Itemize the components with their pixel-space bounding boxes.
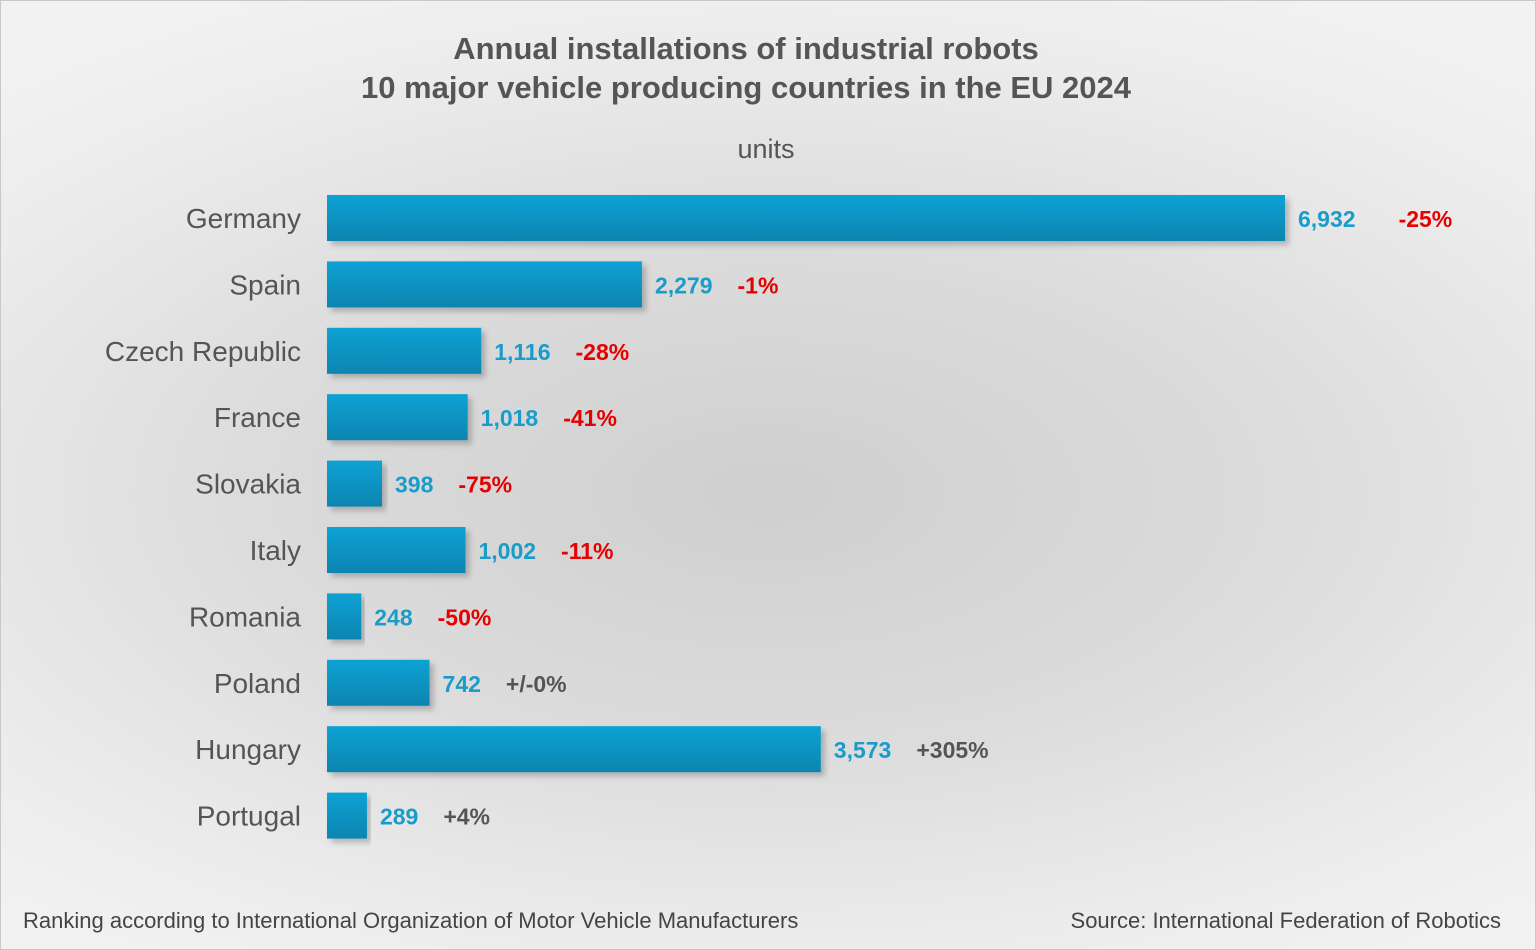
category-label: Czech Republic — [105, 336, 301, 367]
bar-hungary — [327, 726, 821, 773]
change-label: +/-0% — [506, 671, 567, 697]
change-label: +4% — [443, 804, 490, 830]
footer-ranking-note: Ranking according to International Organ… — [23, 908, 799, 933]
change-label: -75% — [458, 472, 512, 498]
bar-czech-republic — [327, 327, 482, 374]
category-label: Germany — [186, 203, 301, 234]
change-label: -1% — [738, 272, 779, 298]
bar-france — [327, 394, 468, 441]
bar-romania — [327, 593, 362, 640]
value-label: 3,573 — [834, 737, 892, 763]
value-label: 289 — [380, 804, 418, 830]
value-label: 2,279 — [655, 272, 713, 298]
chart-title: Annual installations of industrial robot… — [453, 31, 1039, 66]
value-label: 6,932 — [1298, 206, 1356, 232]
footer-source: Source: International Federation of Robo… — [1070, 908, 1501, 933]
category-label: Hungary — [195, 734, 301, 765]
chart-subtitle: 10 major vehicle producing countries in … — [360, 70, 1132, 105]
value-label: 1,018 — [481, 405, 539, 431]
category-label: Slovakia — [195, 469, 301, 500]
change-label: -28% — [576, 339, 630, 365]
value-label: 248 — [374, 604, 413, 630]
value-label: 398 — [395, 472, 434, 498]
bar-slovakia — [327, 460, 383, 507]
category-label: Poland — [214, 668, 301, 699]
bar-portugal — [327, 792, 367, 839]
bar-germany — [327, 195, 1285, 241]
bar-spain — [327, 261, 642, 308]
unit-label: units — [737, 134, 795, 164]
bar-italy — [327, 527, 466, 573]
category-label: France — [214, 402, 301, 433]
change-label: -41% — [563, 405, 617, 431]
change-label: +305% — [916, 737, 988, 763]
category-label: Italy — [250, 535, 301, 566]
change-label: -50% — [438, 604, 492, 630]
value-label: 1,002 — [478, 538, 536, 564]
bar-poland — [327, 659, 430, 706]
change-label: -11% — [561, 538, 613, 564]
category-label: Spain — [229, 269, 301, 300]
value-label: 742 — [443, 671, 481, 697]
category-label: Romania — [189, 601, 301, 632]
change-label: -25% — [1399, 206, 1453, 232]
category-label: Portugal — [197, 801, 301, 832]
value-label: 1,116 — [494, 339, 550, 365]
